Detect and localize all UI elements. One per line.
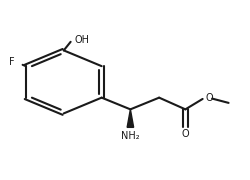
Polygon shape (127, 109, 134, 127)
Text: F: F (9, 57, 15, 67)
Text: O: O (182, 129, 189, 139)
Text: NH₂: NH₂ (121, 131, 140, 141)
Text: OH: OH (74, 35, 90, 45)
Text: O: O (205, 93, 213, 103)
